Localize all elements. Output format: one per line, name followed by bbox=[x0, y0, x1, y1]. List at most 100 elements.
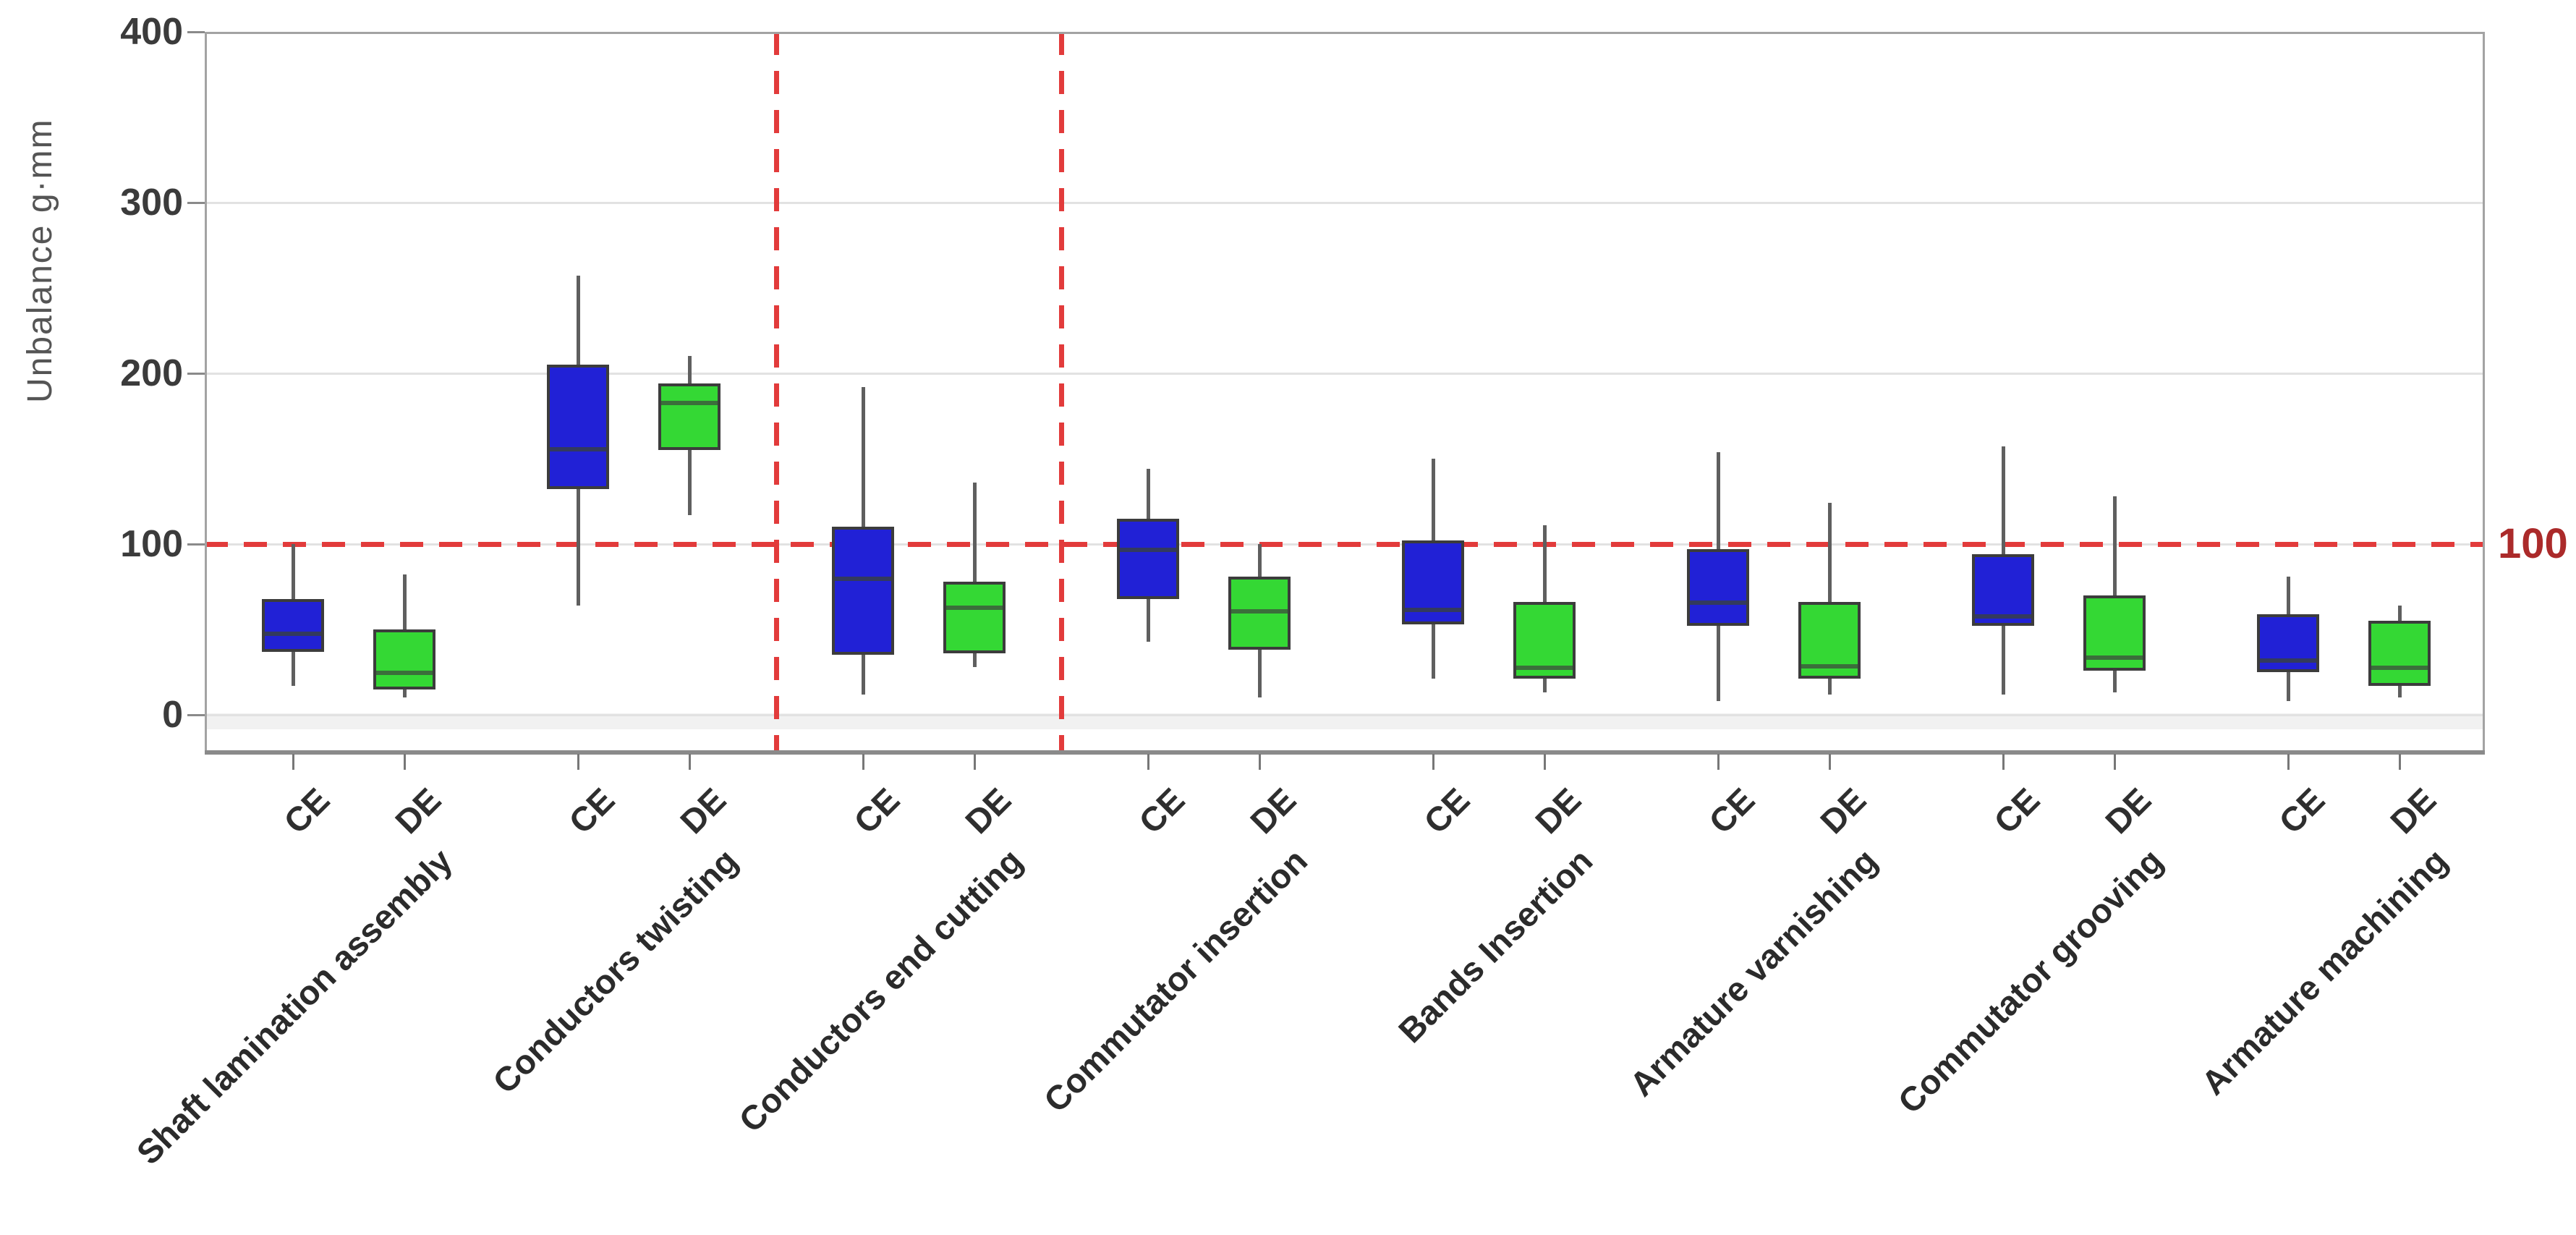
upper-whisker bbox=[2113, 496, 2117, 595]
x-tick-label-ce: CE bbox=[1131, 780, 1192, 841]
upper-whisker bbox=[1147, 469, 1150, 519]
upper-whisker bbox=[577, 276, 580, 365]
lower-whisker bbox=[2113, 670, 2117, 693]
lower-whisker bbox=[688, 450, 692, 515]
lower-whisker bbox=[973, 653, 977, 667]
lower-whisker bbox=[1717, 626, 1720, 702]
x-tick-mark bbox=[2287, 754, 2290, 770]
category-label: Conductors twisting bbox=[485, 841, 745, 1101]
upper-whisker bbox=[1717, 451, 1720, 550]
x-tick-mark bbox=[1544, 754, 1546, 770]
lower-whisker bbox=[862, 655, 865, 695]
y-tick-mark bbox=[187, 543, 205, 546]
x-tick-label-de: DE bbox=[1527, 780, 1589, 841]
median-line bbox=[376, 671, 433, 675]
x-tick-mark bbox=[1147, 754, 1149, 770]
median-line bbox=[1405, 607, 1461, 612]
upper-whisker bbox=[1258, 544, 1262, 577]
boxplot-box-de bbox=[1513, 602, 1576, 679]
lower-whisker bbox=[1147, 598, 1150, 642]
median-line bbox=[1516, 665, 1573, 670]
y-tick-mark bbox=[187, 202, 205, 204]
y-tick-label: 400 bbox=[120, 11, 183, 53]
median-line bbox=[550, 446, 606, 451]
y-tick-label: 100 bbox=[120, 523, 183, 565]
category-label: Shaft lamination assembly bbox=[129, 841, 460, 1172]
x-tick-label-de: DE bbox=[1242, 780, 1304, 841]
x-tick-mark bbox=[1829, 754, 1831, 770]
spec-limit-label: 100 bbox=[2498, 520, 2568, 567]
x-tick-mark bbox=[1259, 754, 1261, 770]
x-tick-label-ce: CE bbox=[561, 780, 622, 841]
upper-whisker bbox=[1432, 459, 1435, 541]
boxplot-box-de bbox=[2368, 621, 2431, 686]
plot-frame-left bbox=[205, 32, 207, 752]
y-tick-mark bbox=[187, 31, 205, 33]
median-line bbox=[1801, 663, 1858, 669]
x-tick-mark bbox=[689, 754, 691, 770]
lower-whisker bbox=[1543, 679, 1547, 693]
x-tick-mark bbox=[1432, 754, 1434, 770]
category-label: Commutator insertion bbox=[1036, 841, 1315, 1120]
category-label: Conductors end cutting bbox=[731, 841, 1030, 1139]
category-label: Armature varnishing bbox=[1622, 841, 1885, 1104]
boxplot-box-ce bbox=[547, 365, 609, 490]
y-gridline bbox=[205, 202, 2485, 204]
x-tick-mark bbox=[1717, 754, 1720, 770]
boxplot-box-de bbox=[1228, 576, 1291, 650]
vertical-divider-line bbox=[774, 32, 779, 752]
y-tick-mark bbox=[187, 373, 205, 375]
y-gridline bbox=[205, 714, 2485, 716]
x-tick-label-de: DE bbox=[1812, 780, 1874, 841]
x-tick-mark bbox=[2002, 754, 2005, 770]
boxplot-box-ce bbox=[262, 598, 324, 652]
lower-whisker bbox=[1828, 679, 1832, 695]
boxplot-box-ce bbox=[1402, 540, 1464, 624]
x-tick-label-ce: CE bbox=[2271, 780, 2332, 841]
x-tick-mark bbox=[292, 754, 294, 770]
median-line bbox=[2371, 665, 2428, 670]
x-axis-line bbox=[205, 750, 2485, 755]
median-line bbox=[265, 631, 321, 636]
upper-whisker bbox=[1828, 503, 1832, 603]
boxplot-box-ce bbox=[1117, 518, 1179, 599]
x-tick-label-ce: CE bbox=[1701, 780, 1762, 841]
x-tick-mark bbox=[2399, 754, 2401, 770]
upper-whisker bbox=[862, 386, 865, 527]
y-tick-label: 200 bbox=[120, 352, 183, 394]
x-tick-label-ce: CE bbox=[276, 780, 337, 841]
lower-whisker bbox=[2287, 672, 2290, 702]
x-tick-mark bbox=[577, 754, 579, 770]
boxplot-box-de bbox=[373, 629, 435, 689]
median-line bbox=[2086, 655, 2143, 660]
boxplot-box-de bbox=[943, 581, 1006, 654]
median-line bbox=[2260, 658, 2316, 663]
median-line bbox=[1975, 614, 2031, 619]
median-line bbox=[1120, 548, 1176, 553]
y-tick-label: 0 bbox=[162, 694, 183, 736]
x-tick-label-de: DE bbox=[387, 780, 449, 841]
lower-whisker bbox=[577, 489, 580, 606]
y-tick-mark bbox=[187, 714, 205, 716]
category-label: Bands Insertion bbox=[1390, 841, 1600, 1051]
x-tick-label-de: DE bbox=[2097, 780, 2159, 841]
x-tick-label-de: DE bbox=[672, 780, 734, 841]
boxplot-box-ce bbox=[1972, 554, 2034, 627]
vertical-divider-line bbox=[1059, 32, 1064, 752]
upper-whisker bbox=[403, 574, 407, 629]
lower-whisker bbox=[403, 689, 407, 698]
category-label: Commutator grooving bbox=[1890, 841, 2170, 1121]
lower-whisker bbox=[2002, 626, 2005, 695]
boxplot-box-de bbox=[1798, 602, 1861, 679]
lower-whisker bbox=[2398, 685, 2402, 698]
x-tick-label-de: DE bbox=[957, 780, 1019, 841]
x-tick-mark bbox=[974, 754, 976, 770]
upper-whisker bbox=[2002, 446, 2005, 555]
boxplot-box-de bbox=[2083, 595, 2146, 671]
median-line bbox=[946, 606, 1003, 611]
upper-whisker bbox=[2287, 576, 2290, 614]
x-tick-label-ce: CE bbox=[1416, 780, 1477, 841]
spec-limit-line bbox=[205, 542, 2485, 547]
